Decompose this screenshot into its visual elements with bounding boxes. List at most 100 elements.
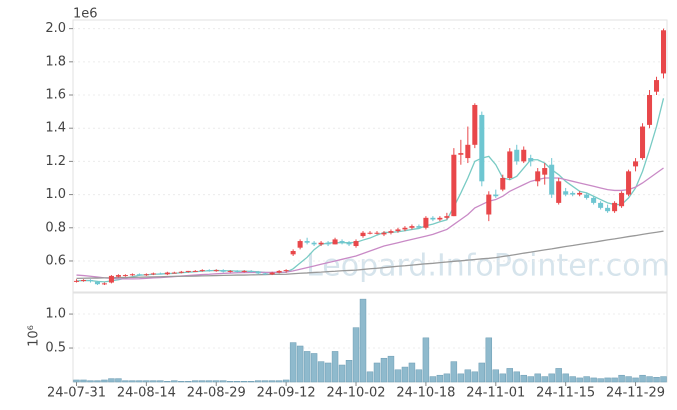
volume-bar: [520, 374, 527, 383]
candle-body: [430, 217, 436, 220]
volume-bar: [513, 371, 520, 383]
volume-bar: [206, 380, 213, 383]
volume-bar: [247, 381, 255, 383]
volume-bar: [122, 380, 129, 383]
volume-bar: [129, 380, 136, 383]
volume-bar: [94, 380, 101, 383]
candle-body: [374, 232, 380, 234]
candle-body: [654, 80, 660, 92]
candle-body: [584, 194, 590, 198]
volume-bar: [611, 377, 618, 383]
candle-body: [157, 273, 163, 275]
candle-body: [535, 171, 541, 182]
volume-bar: [555, 368, 562, 383]
x-tick-label: 24-11-01: [466, 386, 525, 401]
volume-bar: [471, 371, 479, 383]
volume-bar: [157, 380, 164, 383]
volume-bar: [240, 381, 248, 383]
candle-body: [311, 242, 317, 245]
candle-body: [234, 270, 240, 272]
volume-bar: [506, 368, 513, 383]
volume-bar: [220, 380, 227, 383]
candle-body: [479, 114, 485, 182]
candle-body: [262, 273, 268, 275]
volume-bar: [457, 373, 465, 383]
candle-body: [290, 251, 296, 255]
candle-body: [185, 270, 191, 272]
candle-body: [626, 171, 632, 195]
volume-bar: [401, 366, 409, 383]
volume-bar: [660, 376, 667, 383]
volume-bar: [345, 360, 353, 383]
volume-bar: [87, 380, 94, 383]
volume-bar: [597, 378, 604, 383]
y-tick-label: 0.8: [45, 220, 66, 235]
candle-body: [297, 241, 303, 248]
volume-bar: [331, 351, 339, 383]
volume-bar: [324, 362, 332, 383]
candle-body: [612, 202, 618, 212]
candle-body: [647, 95, 653, 125]
candle-body: [360, 232, 366, 237]
x-tick-label: 24-11-29: [606, 386, 665, 401]
volume-bar: [268, 380, 276, 383]
candle-body: [563, 191, 569, 195]
volume-bar: [282, 379, 290, 383]
y-tick-label: 1.2: [45, 154, 66, 169]
price-panel: [72, 19, 668, 293]
moving-average-line: [76, 230, 664, 280]
volume-bar: [296, 345, 304, 383]
volume-bar: [590, 377, 597, 383]
volume-bar: [394, 369, 402, 383]
candle-body: [164, 272, 170, 275]
x-tick-label: 24-09-12: [257, 386, 316, 401]
volume-bar: [443, 373, 451, 383]
candle-body: [136, 274, 142, 276]
candle-body: [605, 207, 611, 212]
candle-body: [395, 229, 401, 232]
y-tick-label: 1.8: [45, 54, 66, 69]
volume-bar: [541, 376, 548, 383]
candle-body: [248, 270, 254, 272]
candle-body: [150, 273, 156, 275]
candle-body: [458, 153, 464, 155]
volume-bar: [192, 380, 199, 383]
volume-bar: [366, 371, 374, 383]
volume-bar: [115, 378, 122, 383]
volume-bar: [632, 377, 639, 383]
volume-bar: [178, 381, 185, 383]
candle-body: [283, 270, 289, 272]
candle-body: [115, 275, 121, 277]
candle-body: [339, 241, 345, 243]
volume-bar: [534, 373, 541, 383]
volume-bar: [150, 380, 157, 383]
candle-body: [556, 181, 562, 203]
candle-body: [192, 270, 198, 272]
volume-bar: [289, 342, 297, 383]
volume-bar: [429, 376, 437, 383]
volume-bar: [527, 376, 534, 383]
volume-bar: [478, 362, 486, 383]
volume-bar: [143, 380, 150, 383]
candle-body: [570, 192, 576, 195]
volume-bar: [317, 361, 325, 383]
candle-body: [80, 280, 86, 282]
candle-body: [598, 202, 604, 208]
y-tick-label: 0.5: [45, 341, 66, 356]
candle-body: [255, 271, 261, 274]
candle-body: [332, 239, 338, 245]
volume-bar: [136, 380, 143, 383]
volume-bar: [499, 373, 506, 383]
candle-body: [178, 271, 184, 273]
volume-axis-label: 10⁶: [27, 325, 42, 347]
x-tick-label: 24-10-18: [396, 386, 455, 401]
candle-body: [143, 274, 149, 276]
candle-body: [619, 192, 625, 207]
volume-bar: [80, 379, 87, 383]
volume-bar: [234, 381, 241, 383]
volume-bar: [310, 353, 318, 383]
volume-bar: [254, 380, 262, 383]
candle-body: [633, 161, 639, 167]
candle-body: [521, 149, 527, 162]
candle-body: [269, 272, 275, 275]
